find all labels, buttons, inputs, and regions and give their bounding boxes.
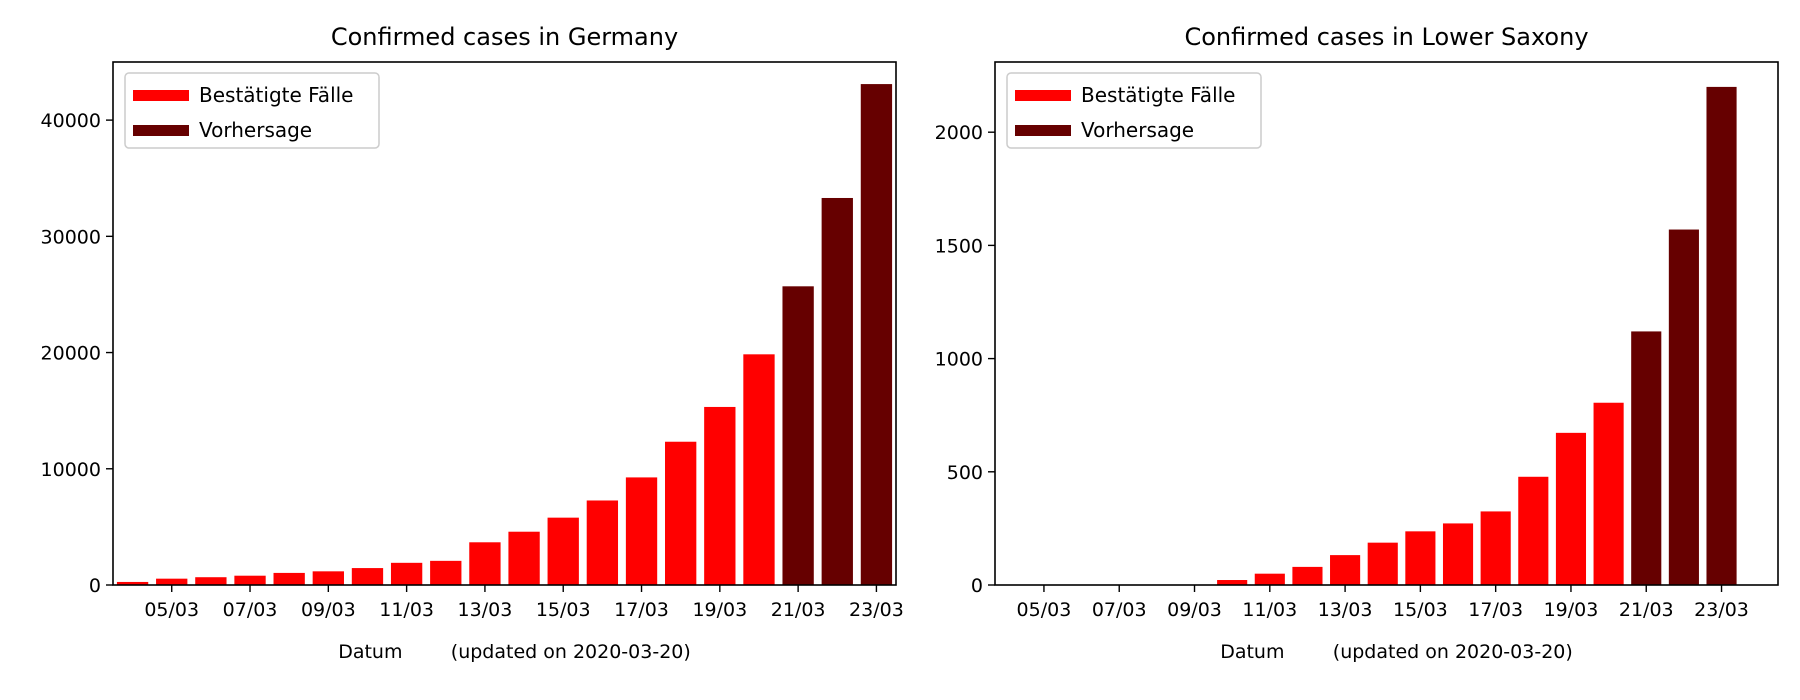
legend-swatch-confirmed — [133, 90, 189, 101]
x-tick-label: 09/03 — [1167, 599, 1222, 621]
x-tick-label: 21/03 — [1619, 599, 1674, 621]
y-tick-label: 40000 — [41, 110, 101, 132]
x-tick-label: 11/03 — [1242, 599, 1297, 621]
bars — [1217, 87, 1737, 585]
bar-08-03 — [274, 573, 305, 585]
y-tick-label: 0 — [89, 575, 101, 597]
x-tick-label: 17/03 — [614, 599, 669, 621]
x-tick-label: 19/03 — [692, 599, 747, 621]
x-tick-label: 05/03 — [1017, 599, 1072, 621]
x-tick-label: 21/03 — [771, 599, 826, 621]
x-tick-label: 15/03 — [1393, 599, 1448, 621]
bar-15-03 — [548, 518, 579, 585]
bar-06-03 — [195, 577, 226, 585]
x-tick-label: 07/03 — [1092, 599, 1147, 621]
x-tick-label: 13/03 — [458, 599, 513, 621]
bar-11-03 — [391, 563, 422, 585]
y-tick-label: 2000 — [935, 122, 983, 144]
bar-16-03 — [1443, 523, 1473, 585]
legend: Bestätigte Fälle Vorhersage — [125, 73, 379, 148]
bar-13-03 — [1330, 555, 1360, 585]
bar-18-03 — [665, 442, 696, 585]
legend-swatch-forecast — [133, 125, 189, 136]
bar-12-03 — [430, 561, 461, 585]
legend-swatch-forecast — [1015, 125, 1071, 136]
bar-21-03 — [782, 286, 813, 585]
bar-14-03 — [1368, 543, 1398, 585]
bar-19-03 — [704, 407, 735, 585]
x-axis-label: Datum (updated on 2020-03-20) — [338, 641, 691, 663]
legend-label-confirmed: Bestätigte Fälle — [199, 83, 353, 107]
chart-lower-saxony: Confirmed cases in Lower Saxony 0 500 1000… — [935, 23, 1778, 663]
legend: Bestätigte Fälle Vorhersage — [1007, 73, 1261, 148]
bar-23-03 — [1706, 87, 1736, 585]
chart-title: Confirmed cases in Lower Saxony — [1184, 23, 1588, 51]
x-tick-label: 17/03 — [1468, 599, 1523, 621]
bar-14-03 — [508, 532, 539, 585]
x-axis: 05/03 07/03 09/03 11/03 13/03 15/03 17/03 19/03… — [144, 585, 903, 621]
x-tick-label: 15/03 — [536, 599, 591, 621]
bar-23-03 — [861, 84, 892, 585]
bar-07-03 — [234, 576, 265, 585]
legend-label-forecast: Vorhersage — [1081, 118, 1194, 142]
bars — [117, 84, 892, 585]
bar-20-03 — [743, 354, 774, 585]
bar-17-03 — [1481, 511, 1511, 585]
x-tick-label: 19/03 — [1544, 599, 1599, 621]
bar-15-03 — [1405, 531, 1435, 585]
bar-17-03 — [626, 477, 657, 585]
y-tick-label: 1500 — [935, 235, 983, 257]
chart-title: Confirmed cases in Germany — [331, 23, 678, 51]
legend-swatch-confirmed — [1015, 90, 1071, 101]
bar-13-03 — [469, 542, 500, 585]
x-tick-label: 05/03 — [144, 599, 199, 621]
y-tick-label: 1000 — [935, 349, 983, 371]
x-tick-label: 23/03 — [849, 599, 904, 621]
x-axis: 05/03 07/03 09/03 11/03 13/03 15/03 17/03 19/03… — [1017, 585, 1749, 621]
legend-label-forecast: Vorhersage — [199, 118, 312, 142]
bar-11-03 — [1255, 574, 1285, 585]
bar-18-03 — [1518, 477, 1548, 585]
y-tick-label: 500 — [947, 462, 983, 484]
y-tick-label: 30000 — [41, 226, 101, 248]
y-axis: 0 10000 20000 30000 40000 — [41, 110, 113, 597]
y-tick-label: 20000 — [41, 343, 101, 365]
bar-22-03 — [1669, 230, 1699, 585]
bar-21-03 — [1631, 331, 1661, 585]
bar-19-03 — [1556, 433, 1586, 585]
bar-09-03 — [313, 571, 344, 585]
x-tick-label: 07/03 — [223, 599, 278, 621]
x-tick-label: 13/03 — [1318, 599, 1373, 621]
bar-05-03 — [156, 579, 187, 585]
x-tick-label: 23/03 — [1694, 599, 1749, 621]
x-tick-label: 11/03 — [379, 599, 434, 621]
y-tick-label: 0 — [971, 575, 983, 597]
x-axis-label: Datum (updated on 2020-03-20) — [1220, 641, 1573, 663]
y-tick-label: 10000 — [41, 459, 101, 481]
bar-10-03 — [352, 568, 383, 585]
bar-12-03 — [1292, 567, 1322, 585]
bar-22-03 — [822, 198, 853, 585]
y-axis: 0 500 1000 1500 2000 — [935, 122, 995, 597]
chart-germany: Confirmed cases in Germany 0 10000 20000 30… — [41, 23, 904, 663]
legend-label-confirmed: Bestätigte Fälle — [1081, 83, 1235, 107]
bar-20-03 — [1594, 403, 1624, 585]
bar-16-03 — [587, 500, 618, 585]
x-tick-label: 09/03 — [301, 599, 356, 621]
